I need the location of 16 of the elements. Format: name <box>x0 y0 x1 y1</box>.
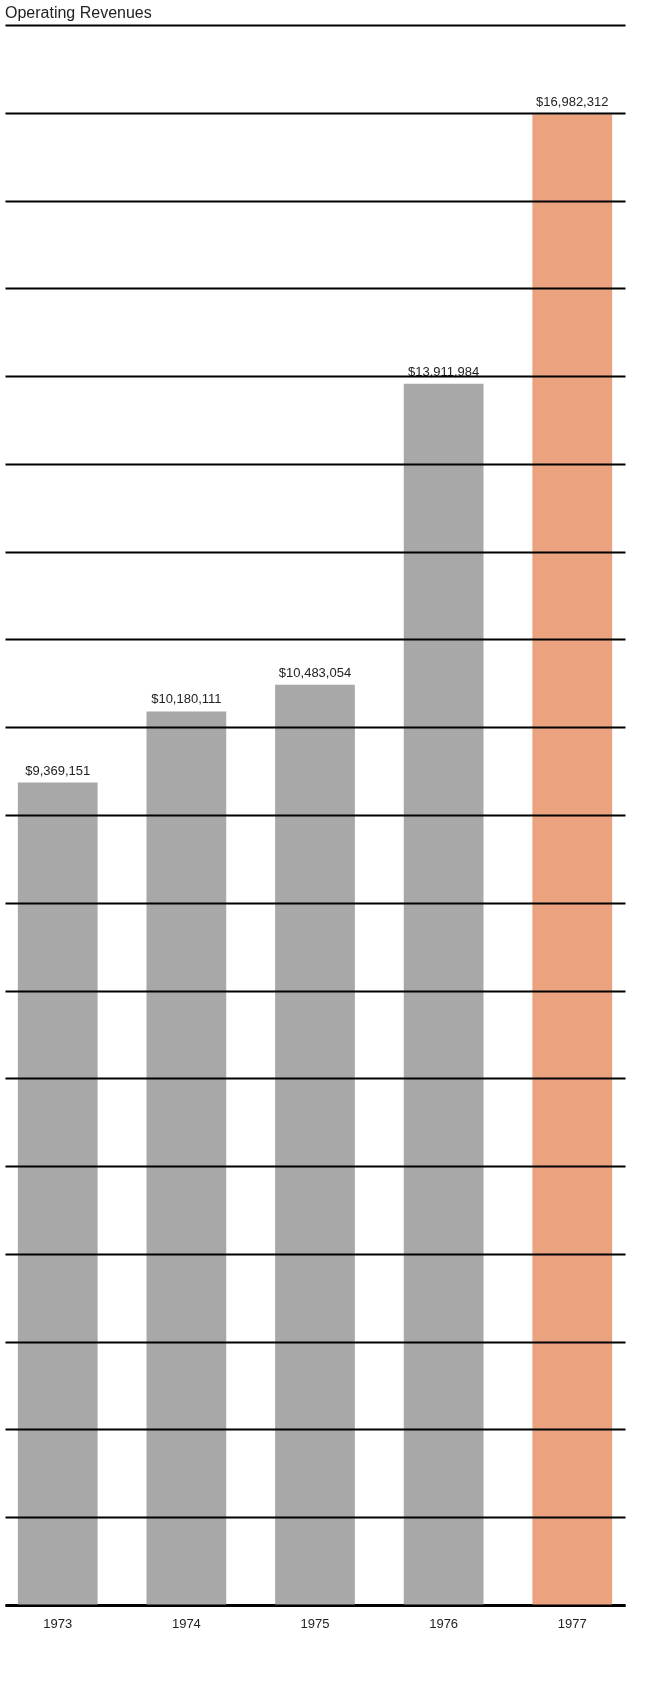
data-label: $13,911,984 <box>407 363 480 379</box>
data-label: $9,369,151 <box>25 762 91 778</box>
x-tick-label: 1977 <box>557 1615 587 1631</box>
bar <box>146 711 227 1605</box>
x-tick-label: 1974 <box>171 1615 201 1631</box>
data-label: $10,180,111 <box>151 691 222 707</box>
data-label: $16,982,312 <box>536 94 609 110</box>
x-tick-label: 1976 <box>429 1615 459 1631</box>
bar <box>403 383 484 1605</box>
chart-title: Operating Revenues <box>5 4 152 21</box>
bar <box>17 782 98 1605</box>
bar <box>275 684 355 1605</box>
bar <box>532 114 613 1605</box>
x-tick-label: 1973 <box>43 1615 73 1631</box>
data-label: $10,483,054 <box>278 664 352 680</box>
x-tick-label: 1975 <box>300 1615 330 1631</box>
